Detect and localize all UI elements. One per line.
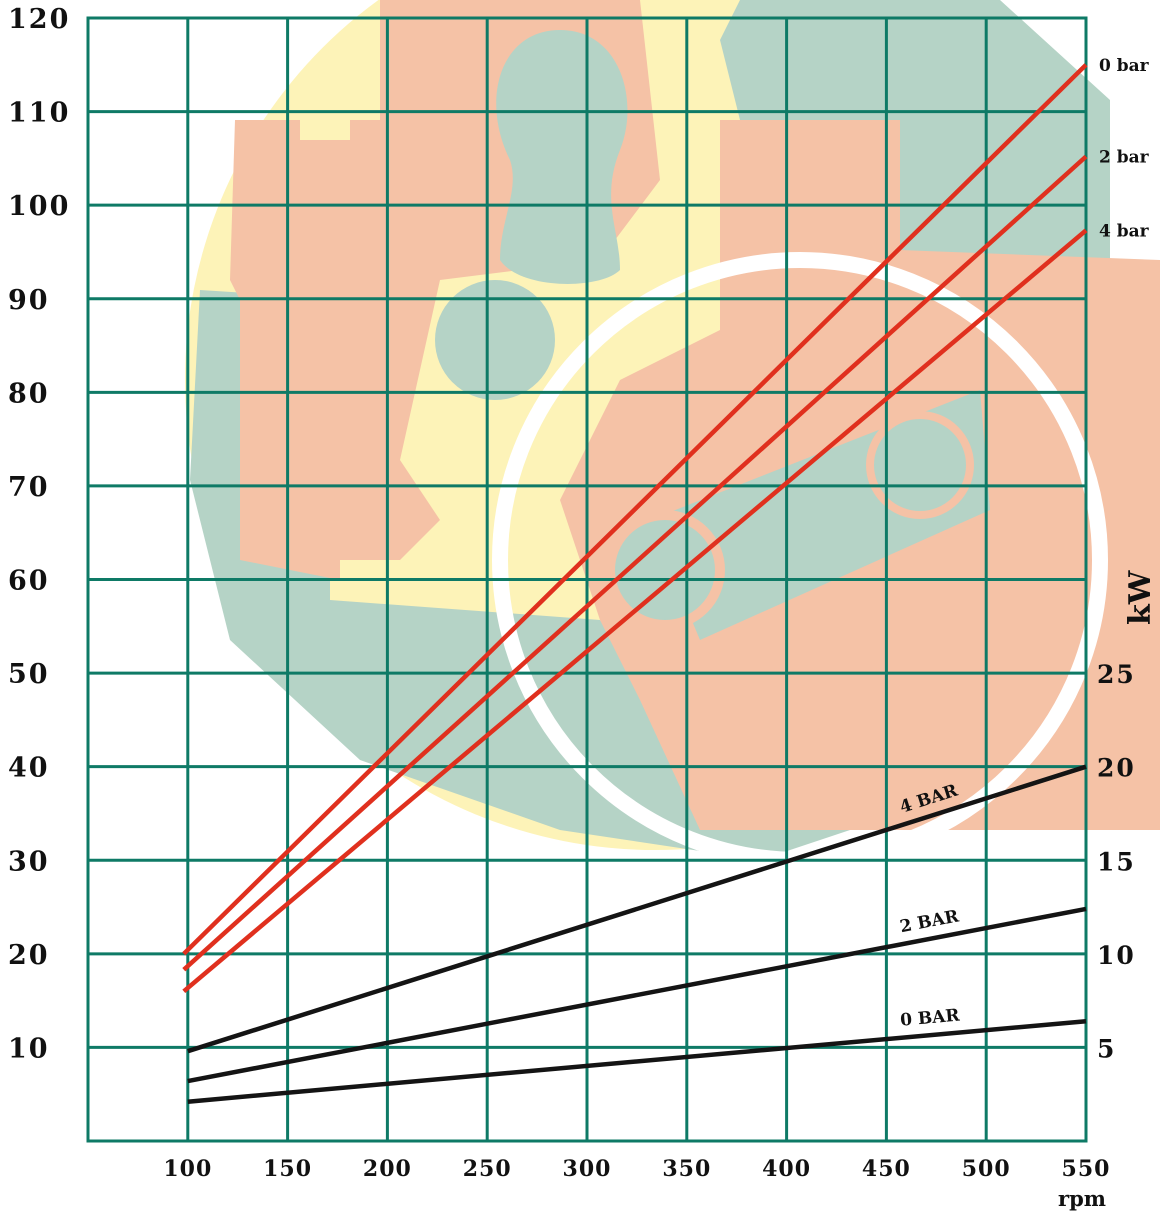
y-tick-label: 20 bbox=[8, 940, 50, 971]
series-line-0-bar-torque bbox=[182, 63, 1088, 956]
y-tick-label: 40 bbox=[8, 753, 50, 784]
series-inline-label: 0 BAR bbox=[899, 1005, 961, 1030]
y-tick-label: 120 bbox=[8, 4, 70, 35]
kw-tick-label: 15 bbox=[1097, 847, 1136, 876]
series-line-0-bar-power bbox=[187, 1018, 1087, 1104]
tick-labels: 10 20 30 40 50 60 70 80 90 100 110 120 100 150 200 250 3… bbox=[8, 4, 1136, 1182]
y-tick-label: 80 bbox=[8, 378, 50, 409]
y-tick-label: 110 bbox=[8, 98, 70, 129]
x-tick-label: 100 bbox=[163, 1156, 212, 1182]
grid bbox=[86, 16, 1088, 1143]
series-line-2-bar-power bbox=[187, 906, 1087, 1084]
y-tick-label: 30 bbox=[8, 846, 50, 877]
kw-tick-label: 20 bbox=[1097, 754, 1136, 783]
y-tick-label: 10 bbox=[8, 1033, 50, 1064]
watermark-logo bbox=[185, 0, 1160, 868]
y-tick-label: 60 bbox=[8, 566, 50, 597]
series-end-label: 4 bar bbox=[1099, 221, 1150, 241]
x-tick-label: 200 bbox=[363, 1156, 412, 1182]
y-tick-label: 50 bbox=[8, 659, 50, 690]
x-axis-label: rpm bbox=[1058, 1186, 1106, 1211]
y-tick-label: 70 bbox=[8, 472, 50, 503]
kw-axis-label: kW bbox=[1123, 569, 1158, 625]
x-tick-label: 150 bbox=[263, 1156, 312, 1182]
series-line-2-bar-torque bbox=[182, 154, 1088, 972]
watermark-small-ring bbox=[605, 510, 725, 630]
x-tick-label: 300 bbox=[563, 1156, 612, 1182]
x-tick-label: 450 bbox=[862, 1156, 911, 1182]
x-tick-label: 400 bbox=[762, 1156, 811, 1182]
series-line-4-bar-power bbox=[187, 764, 1087, 1054]
x-tick-label: 500 bbox=[962, 1156, 1011, 1182]
series-lines bbox=[182, 63, 1088, 1104]
y-tick-label: 90 bbox=[8, 285, 50, 316]
watermark-teal-circle bbox=[435, 280, 555, 400]
watermark-right-circle bbox=[866, 411, 974, 519]
x-tick-label: 550 bbox=[1062, 1156, 1111, 1182]
series-end-label: 2 bar bbox=[1099, 148, 1150, 168]
kw-tick-label: 10 bbox=[1097, 941, 1136, 970]
kw-tick-label: 25 bbox=[1097, 660, 1136, 689]
y-tick-label: 100 bbox=[8, 191, 70, 222]
series-end-label: 0 bar bbox=[1099, 56, 1150, 76]
series-line-4-bar-torque bbox=[182, 228, 1088, 994]
x-tick-label: 250 bbox=[463, 1156, 512, 1182]
x-tick-label: 350 bbox=[662, 1156, 711, 1182]
watermark-teal-shape bbox=[190, 290, 880, 860]
kw-tick-label: 5 bbox=[1097, 1034, 1116, 1063]
watermark-teal-bulb bbox=[496, 30, 628, 284]
